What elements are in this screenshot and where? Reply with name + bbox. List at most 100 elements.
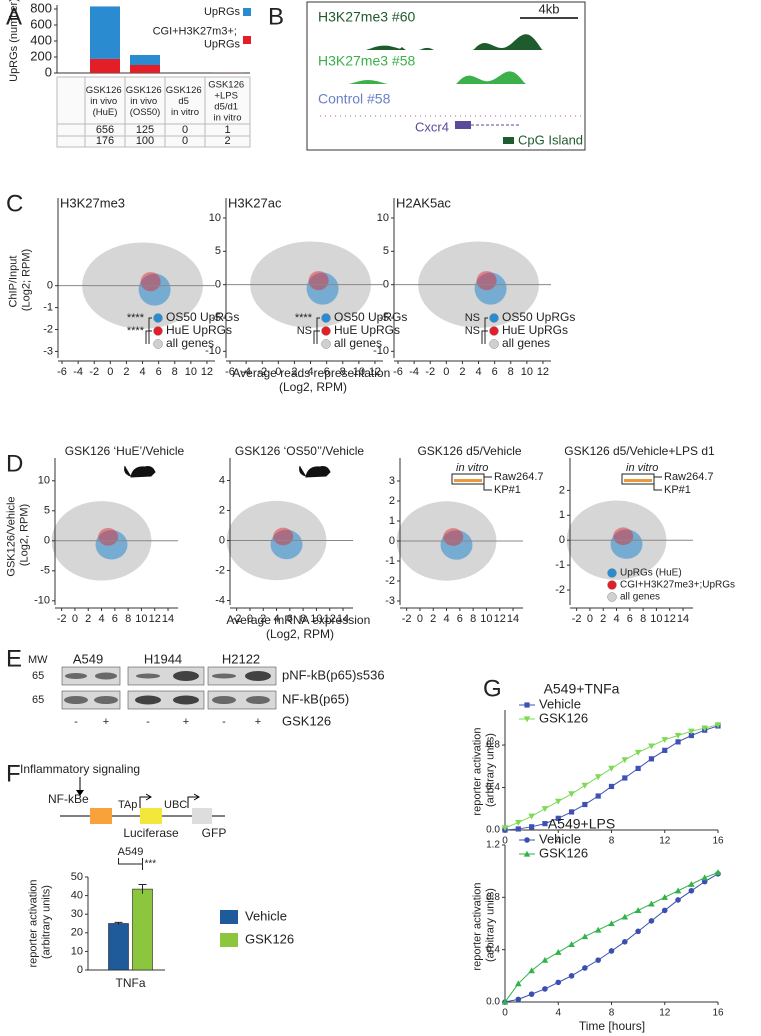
marker	[608, 920, 615, 927]
gene-label: Cxcr4	[415, 119, 449, 134]
x-tick-label: 0	[502, 1008, 508, 1019]
marker	[701, 874, 708, 881]
legend-label: Vehicle	[539, 696, 581, 711]
blot	[207, 690, 277, 710]
significance: NS	[465, 312, 480, 324]
marker	[541, 806, 549, 813]
y-axis-label: reporter activation (arbitrary units)	[472, 879, 497, 970]
marker	[674, 887, 682, 894]
signal-label: Inflammatory signaling	[20, 762, 140, 776]
significance: ****	[127, 312, 145, 324]
blot-band	[245, 671, 271, 681]
x-tick-label: -4	[73, 366, 83, 378]
marker	[568, 973, 575, 979]
legend-swatch	[607, 580, 617, 590]
marker	[661, 907, 668, 914]
point-cloud	[476, 271, 497, 291]
antibody: NF-kB(p65)	[282, 691, 349, 706]
x-tick-label: 8	[508, 366, 514, 378]
feature-label: CpG Island	[518, 132, 583, 147]
cell-line: A549	[73, 651, 103, 666]
blot-band	[246, 696, 270, 704]
category-label: GSK126 +LPS d5/d1 in vitro	[208, 79, 247, 123]
treatment: -	[146, 716, 150, 728]
legend-swatch	[153, 339, 163, 349]
error-bar	[114, 921, 123, 925]
element-label: NF-kBe	[48, 792, 89, 806]
marker	[515, 996, 522, 1003]
y-tick-label: 0	[559, 534, 565, 546]
cell-layer	[454, 479, 482, 482]
legend-swatch	[153, 313, 163, 323]
y-tick-label: 1.2	[486, 840, 500, 851]
marker	[515, 826, 521, 832]
x-tick-label: 4	[443, 613, 449, 625]
panel-label: C	[6, 190, 23, 217]
y-tick-label: 200	[30, 48, 52, 63]
legend-label: CGI+H3K27m3+; UpRGs	[153, 26, 241, 51]
annotation-leader	[653, 476, 662, 491]
marker	[688, 887, 695, 894]
y-tick-label: -10	[373, 345, 389, 357]
x-tick-label: 4	[475, 366, 481, 378]
panel-label: D	[6, 450, 23, 477]
blot	[127, 690, 205, 710]
marker	[714, 722, 722, 729]
arrow-head	[76, 790, 84, 796]
table-bg	[56, 76, 251, 148]
chart-title: A549+TNFa	[544, 681, 620, 697]
treatment: +	[183, 716, 189, 728]
blot-band	[64, 696, 88, 704]
genome-panel: 4kb H3K27me3 #60 H3K27me3 #58 Control #5…	[306, 1, 586, 151]
y-tick-label: 400	[30, 32, 52, 47]
element-label: Luciferase	[123, 826, 179, 840]
significance: ***	[145, 859, 157, 870]
legend-swatch	[220, 933, 238, 947]
track-label: Control #58	[318, 91, 391, 107]
y-tick-label: 5	[383, 245, 389, 257]
y-tick-label: 30	[71, 908, 83, 920]
mw-label: MW	[28, 654, 48, 666]
significance-bracket	[145, 317, 152, 344]
x-tick-label: 14	[507, 613, 519, 625]
panel-label: B	[268, 3, 284, 30]
blot	[61, 666, 121, 686]
x-tick-label: 6	[457, 613, 463, 625]
blot-band	[212, 673, 236, 679]
x-tick-label: 2	[123, 366, 129, 378]
x-tick-label: 12	[149, 613, 161, 625]
annotation: in vitro	[456, 462, 488, 474]
marker	[594, 774, 602, 781]
marker	[595, 957, 601, 963]
legend-swatch	[243, 8, 251, 16]
chart-title: GSK126 d5/Vehicle+LPS d1	[564, 444, 715, 458]
x-tick-label: 4	[98, 613, 104, 625]
marker	[675, 739, 681, 745]
marker	[582, 965, 588, 971]
y-tick-label: -5	[211, 312, 221, 324]
y-tick-label: -1	[43, 301, 53, 313]
series-line	[504, 724, 719, 829]
y-tick-label: -10	[205, 345, 221, 357]
blot-band	[94, 696, 118, 704]
table-value: 2	[224, 135, 230, 147]
point-cloud	[443, 528, 464, 546]
track-label: H3K27me3 #58	[318, 53, 416, 69]
point-cloud	[270, 529, 303, 560]
x-tick-label: 8	[172, 366, 178, 378]
point-cloud	[95, 530, 128, 560]
blot-band	[65, 673, 87, 679]
marker	[714, 869, 722, 876]
x-tick-label: 0	[587, 613, 593, 625]
y-tick-label: -5	[379, 312, 389, 324]
y-tick-label: -1	[555, 559, 565, 571]
y-tick-label: 0	[215, 279, 221, 291]
legend-swatch	[220, 910, 238, 924]
marker	[528, 991, 535, 997]
track-signal	[320, 71, 582, 84]
x-tick-label: 10	[185, 366, 197, 378]
y-tick-label: -3	[385, 595, 395, 607]
y-axis-label: ChIP/Input (Log2; RPM)	[8, 249, 33, 311]
marker	[648, 743, 655, 750]
